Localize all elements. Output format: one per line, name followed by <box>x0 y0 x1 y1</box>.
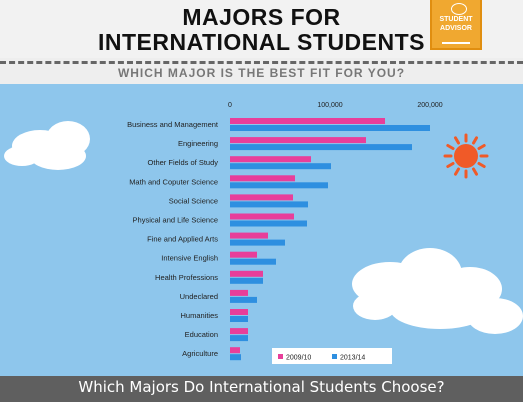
header: MAJORS FOR INTERNATIONAL STUDENTS STUDEN… <box>0 0 523 58</box>
category-labels: Business and Management Engineering Other … <box>127 120 219 358</box>
sun-ray <box>477 144 486 150</box>
footer-title: Which Majors Do International Students C… <box>78 378 445 396</box>
bar-2009 <box>230 328 248 335</box>
bar-2013 <box>230 201 308 208</box>
sun-ray <box>472 136 478 145</box>
bar-2013 <box>230 125 430 131</box>
bar-2009 <box>230 347 240 354</box>
footer-bar <box>0 376 523 402</box>
bar-2009 <box>230 270 263 277</box>
category-label: Physical and Life Science <box>133 216 218 225</box>
bar-chart: 0 100,000 200,000 Business and Management E… <box>4 102 523 364</box>
category-label: Agriculture <box>182 349 218 358</box>
bar-2013 <box>230 182 328 189</box>
bar-2009 <box>230 289 248 296</box>
bar-2009 <box>230 137 366 144</box>
bar-2013 <box>230 144 412 151</box>
category-label: Undeclared <box>180 292 218 301</box>
sun-ray <box>454 136 460 145</box>
x-tick-label: 100,000 <box>317 102 342 109</box>
sun-icon <box>443 133 489 179</box>
badge-line-2: ADVISOR <box>440 25 472 32</box>
cloud-icon-right <box>352 248 523 334</box>
bar-2009 <box>230 232 268 239</box>
bar-2013 <box>230 277 263 284</box>
bar-2009 <box>230 118 385 124</box>
bar-2013 <box>230 239 285 246</box>
legend-swatch-2013 <box>332 354 337 359</box>
x-tick-label: 200,000 <box>417 102 442 109</box>
bar-2013 <box>230 163 331 170</box>
category-label: Fine and Applied Arts <box>147 235 218 244</box>
category-label: Health Professions <box>155 273 218 282</box>
category-label: Intensive English <box>161 254 218 263</box>
student-advisor-badge: STUDENT ADVISOR <box>430 0 482 50</box>
category-label: Math and Coputer Science <box>129 177 218 186</box>
sun-ray <box>446 144 455 150</box>
bar-2013 <box>230 316 248 322</box>
bar-2013 <box>230 220 307 227</box>
category-label: Humanities <box>180 311 218 320</box>
bar-2013 <box>230 258 276 265</box>
bar-2009 <box>230 213 294 220</box>
category-label: Education <box>185 330 218 339</box>
bar-2009 <box>230 194 293 201</box>
cloud-icon-left <box>4 121 90 170</box>
category-label: Other Fields of Study <box>148 158 219 167</box>
legend-label-2013: 2013/14 <box>340 355 365 362</box>
legend-label-2009: 2009/10 <box>286 355 311 362</box>
category-label: Business and Management <box>127 120 219 129</box>
legend: 2009/10 2013/14 <box>272 348 392 364</box>
badge-logo-icon <box>451 3 467 15</box>
sun-ray <box>446 162 455 168</box>
bar-2009 <box>230 175 295 182</box>
x-tick-label: 0 <box>228 102 232 109</box>
category-label: Social Science <box>169 196 218 205</box>
bar-2013 <box>230 354 241 361</box>
badge-line-1: STUDENT <box>439 16 473 23</box>
title-line-1: MAJORS FOR <box>182 4 341 30</box>
subtitle: WHICH MAJOR IS THE BEST FIT FOR YOU? <box>117 66 406 80</box>
bar-2009 <box>230 309 248 315</box>
x-axis-ticks: 0 100,000 200,000 <box>228 102 443 109</box>
title-line-2: INTERNATIONAL STUDENTS <box>97 29 426 55</box>
bar-2009 <box>230 156 311 163</box>
sun-ray <box>472 167 478 176</box>
sun-disc <box>454 144 478 168</box>
sun-ray <box>477 162 486 168</box>
category-label: Engineering <box>178 139 218 148</box>
sun-ray <box>454 167 460 176</box>
book-icon <box>442 36 470 44</box>
bar-2013 <box>230 296 257 303</box>
bars <box>230 118 430 361</box>
bar-2013 <box>230 335 248 342</box>
bar-2009 <box>230 251 257 258</box>
legend-swatch-2009 <box>278 354 283 359</box>
dashed-divider <box>0 61 523 64</box>
